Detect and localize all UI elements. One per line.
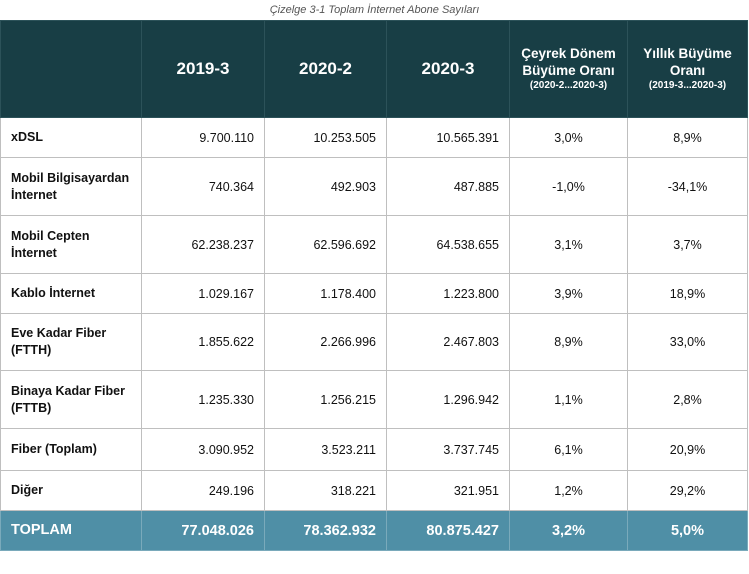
header-annual-growth-range: (2019-3...2020-3) <box>648 80 727 91</box>
table-row: Mobil Cepten İnternet 62.238.237 62.596.… <box>0 215 748 274</box>
table-row: Diğer 249.196 318.221 321.951 1,2% 29,2% <box>0 470 748 511</box>
cell-annual-growth: 3,7% <box>627 215 748 274</box>
cell-2020-2: 1.178.400 <box>264 273 387 314</box>
cell-2020-3: 10.565.391 <box>386 117 510 158</box>
subscriber-table: 2019-3 2020-2 2020-3 Çeyrek Dönem Büyüme… <box>0 20 748 551</box>
header-2020-2: 2020-2 <box>264 20 387 118</box>
total-2019-3: 77.048.026 <box>141 510 265 551</box>
cell-annual-growth: 2,8% <box>627 370 748 429</box>
table-row: Eve Kadar Fiber (FTTH) 1.855.622 2.266.9… <box>0 313 748 371</box>
header-annual-growth-label: Yıllık Büyüme Oranı <box>643 46 732 78</box>
cell-2020-3: 1.223.800 <box>386 273 510 314</box>
row-name: Binaya Kadar Fiber (FTTB) <box>0 370 142 429</box>
header-annual-growth: Yıllık Büyüme Oranı (2019-3...2020-3) <box>627 20 748 118</box>
cell-2019-3: 740.364 <box>141 157 265 216</box>
header-quarterly-growth-range: (2020-2...2020-3) <box>529 80 608 91</box>
cell-2020-3: 321.951 <box>386 470 510 511</box>
header-2019-3: 2019-3 <box>141 20 265 118</box>
cell-annual-growth: 33,0% <box>627 313 748 371</box>
cell-2020-3: 2.467.803 <box>386 313 510 371</box>
cell-quarterly-growth: 8,9% <box>509 313 628 371</box>
cell-quarterly-growth: 1,1% <box>509 370 628 429</box>
header-empty <box>0 20 142 118</box>
cell-2020-2: 492.903 <box>264 157 387 216</box>
cell-2020-2: 10.253.505 <box>264 117 387 158</box>
cell-annual-growth: 8,9% <box>627 117 748 158</box>
cell-annual-growth: 18,9% <box>627 273 748 314</box>
cell-2020-3: 64.538.655 <box>386 215 510 274</box>
cell-annual-growth: 29,2% <box>627 470 748 511</box>
cell-2019-3: 1.855.622 <box>141 313 265 371</box>
row-name: xDSL <box>0 117 142 158</box>
cell-2020-3: 487.885 <box>386 157 510 216</box>
total-label: TOPLAM <box>0 510 142 551</box>
cell-2020-3: 1.296.942 <box>386 370 510 429</box>
cell-quarterly-growth: 3,0% <box>509 117 628 158</box>
row-name: Mobil Cepten İnternet <box>0 215 142 274</box>
cell-annual-growth: -34,1% <box>627 157 748 216</box>
cell-2019-3: 62.238.237 <box>141 215 265 274</box>
cell-quarterly-growth: 3,1% <box>509 215 628 274</box>
cell-quarterly-growth: 3,9% <box>509 273 628 314</box>
table-row: Mobil Bilgisayardan İnternet 740.364 492… <box>0 157 748 216</box>
table-caption: Çizelge 3-1 Toplam İnternet Abone Sayıla… <box>269 4 480 16</box>
header-2020-3: 2020-3 <box>386 20 510 118</box>
header-quarterly-growth-label: Çeyrek Dönem Büyüme Oranı <box>521 46 616 78</box>
cell-2019-3: 1.235.330 <box>141 370 265 429</box>
row-name: Eve Kadar Fiber (FTTH) <box>0 313 142 371</box>
cell-2020-2: 62.596.692 <box>264 215 387 274</box>
table-row: xDSL 9.700.110 10.253.505 10.565.391 3,0… <box>0 117 748 158</box>
row-name: Fiber (Toplam) <box>0 428 142 471</box>
cell-2019-3: 249.196 <box>141 470 265 511</box>
total-2020-2: 78.362.932 <box>264 510 387 551</box>
cell-2020-2: 318.221 <box>264 470 387 511</box>
cell-quarterly-growth: 1,2% <box>509 470 628 511</box>
total-row: TOPLAM 77.048.026 78.362.932 80.875.427 … <box>0 510 748 551</box>
total-annual-growth: 5,0% <box>627 510 748 551</box>
header-row: 2019-3 2020-2 2020-3 Çeyrek Dönem Büyüme… <box>0 20 748 118</box>
row-name: Kablo İnternet <box>0 273 142 314</box>
cell-annual-growth: 20,9% <box>627 428 748 471</box>
cell-2020-3: 3.737.745 <box>386 428 510 471</box>
total-quarterly-growth: 3,2% <box>509 510 628 551</box>
cell-quarterly-growth: 6,1% <box>509 428 628 471</box>
total-2020-3: 80.875.427 <box>386 510 510 551</box>
table-row: Kablo İnternet 1.029.167 1.178.400 1.223… <box>0 273 748 314</box>
table-row: Fiber (Toplam) 3.090.952 3.523.211 3.737… <box>0 428 748 471</box>
table-row: Binaya Kadar Fiber (FTTB) 1.235.330 1.25… <box>0 370 748 429</box>
row-name: Diğer <box>0 470 142 511</box>
cell-2020-2: 2.266.996 <box>264 313 387 371</box>
cell-quarterly-growth: -1,0% <box>509 157 628 216</box>
row-name: Mobil Bilgisayardan İnternet <box>0 157 142 216</box>
cell-2019-3: 1.029.167 <box>141 273 265 314</box>
cell-2020-2: 3.523.211 <box>264 428 387 471</box>
cell-2019-3: 3.090.952 <box>141 428 265 471</box>
header-quarterly-growth: Çeyrek Dönem Büyüme Oranı (2020-2...2020… <box>509 20 628 118</box>
cell-2019-3: 9.700.110 <box>141 117 265 158</box>
cell-2020-2: 1.256.215 <box>264 370 387 429</box>
